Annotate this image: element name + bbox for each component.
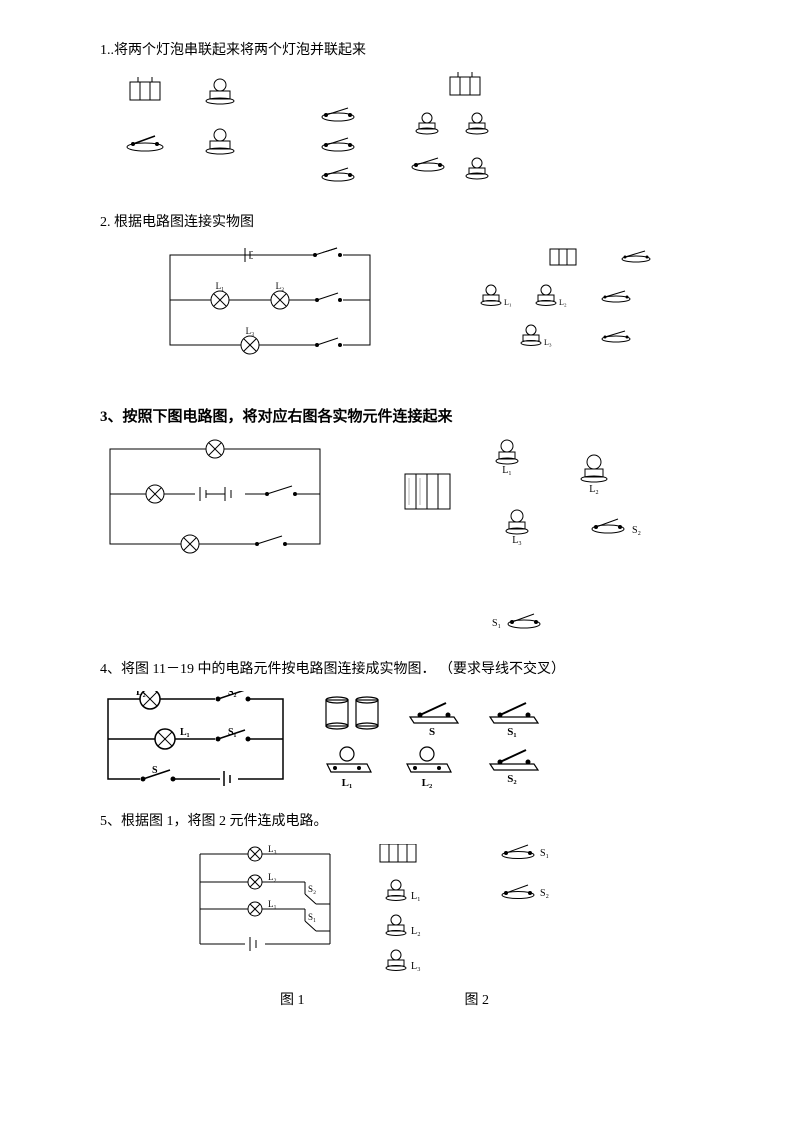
svg-text:L₂: L₂ xyxy=(559,298,567,307)
svg-text:S₂: S₂ xyxy=(228,691,237,698)
p3-figures: L₁ L₂ L₃ S₂ S₁ xyxy=(100,439,700,639)
p1-right-components xyxy=(300,72,540,192)
p5-figures: L₃ L₂ S₂ L₁ S₁ S₁ L₁ S₂ xyxy=(190,844,700,974)
svg-text:L₃: L₃ xyxy=(411,961,421,972)
svg-text:L₁: L₁ xyxy=(504,298,512,307)
p4-circuit-diagram: L₂ S₂ L₁ S₁ S xyxy=(100,691,290,786)
svg-text:L₃: L₃ xyxy=(268,844,277,854)
problem-2: 2. 根据电路图连接实物图 L₁ L₂ L₃ xyxy=(100,212,700,364)
p5-text: 5、根据图 1，将图 2 元件连成电路。 xyxy=(100,811,700,833)
p4-physical-components: S S₁ L₁ L₂ S₂ xyxy=(320,691,640,791)
svg-text:L₁: L₁ xyxy=(268,899,277,909)
svg-text:L₂: L₂ xyxy=(276,281,285,291)
p5-fig1-caption: 图 1 xyxy=(280,989,305,1009)
p1-left-components xyxy=(100,72,270,172)
svg-text:L₂: L₂ xyxy=(589,484,599,495)
svg-text:S: S xyxy=(429,726,435,738)
svg-text:L₁: L₁ xyxy=(216,281,225,291)
problem-5: 5、根据图 1，将图 2 元件连成电路。 L₃ L₂ S₂ L₁ S₁ xyxy=(100,811,700,1008)
p1-figures xyxy=(100,72,700,192)
p5-fig2-caption: 图 2 xyxy=(465,989,490,1009)
svg-text:L₂: L₂ xyxy=(136,691,146,698)
p2-physical-components: L₁ L₂ L₃ xyxy=(470,245,680,365)
p5-captions: 图 1 图 2 xyxy=(280,989,700,1009)
svg-text:S: S xyxy=(152,765,158,776)
svg-text:L₃: L₃ xyxy=(544,338,552,347)
p4-figures: L₂ S₂ L₁ S₁ S S S₁ L₁ xyxy=(100,691,700,791)
p5-circuit-diagram: L₃ L₂ S₂ L₁ S₁ xyxy=(190,844,340,954)
svg-text:L₂: L₂ xyxy=(268,872,277,882)
p2-circuit-diagram: L₁ L₂ L₃ xyxy=(160,245,380,355)
p5-physical-components: S₁ L₁ S₂ L₂ L₃ xyxy=(370,844,580,974)
problem-1: 1..将两个灯泡串联起来将两个灯泡并联起来 xyxy=(100,40,700,192)
svg-text:L₃: L₃ xyxy=(246,326,255,336)
problem-4: 4、将图 11－19 中的电路元件按电路图连接成实物图． （要求导线不交叉） L… xyxy=(100,659,700,791)
p1-text: 1..将两个灯泡串联起来将两个灯泡并联起来 xyxy=(100,40,700,62)
svg-text:L₁: L₁ xyxy=(502,465,512,476)
problem-3: 3、按照下图电路图，将对应右图各实物元件连接起来 L₁ xyxy=(100,405,700,639)
svg-text:S₂: S₂ xyxy=(507,773,517,785)
svg-text:S₁: S₁ xyxy=(228,727,237,738)
p2-figures: L₁ L₂ L₃ L₁ L₂ L₃ xyxy=(160,245,700,365)
svg-text:S₁: S₁ xyxy=(308,912,316,922)
svg-text:S₂: S₂ xyxy=(308,884,316,894)
svg-text:S₁: S₁ xyxy=(540,848,549,859)
svg-text:L₂: L₂ xyxy=(422,777,433,789)
p3-text: 3、按照下图电路图，将对应右图各实物元件连接起来 xyxy=(100,405,700,429)
svg-text:S₂: S₂ xyxy=(632,525,641,536)
svg-text:L₁: L₁ xyxy=(342,777,353,789)
svg-text:L₃: L₃ xyxy=(512,535,522,546)
p2-text: 2. 根据电路图连接实物图 xyxy=(100,212,700,234)
svg-text:L₂: L₂ xyxy=(411,926,421,937)
svg-text:S₁: S₁ xyxy=(507,726,516,738)
svg-text:L₁: L₁ xyxy=(411,891,421,902)
svg-text:L₁: L₁ xyxy=(180,727,190,738)
p4-text: 4、将图 11－19 中的电路元件按电路图连接成实物图． （要求导线不交叉） xyxy=(100,659,700,681)
svg-text:S₂: S₂ xyxy=(540,888,549,899)
p3-physical-components: L₁ L₂ L₃ S₂ S₁ xyxy=(390,439,660,639)
svg-text:S₁: S₁ xyxy=(492,618,501,629)
p3-circuit-diagram xyxy=(100,439,330,554)
